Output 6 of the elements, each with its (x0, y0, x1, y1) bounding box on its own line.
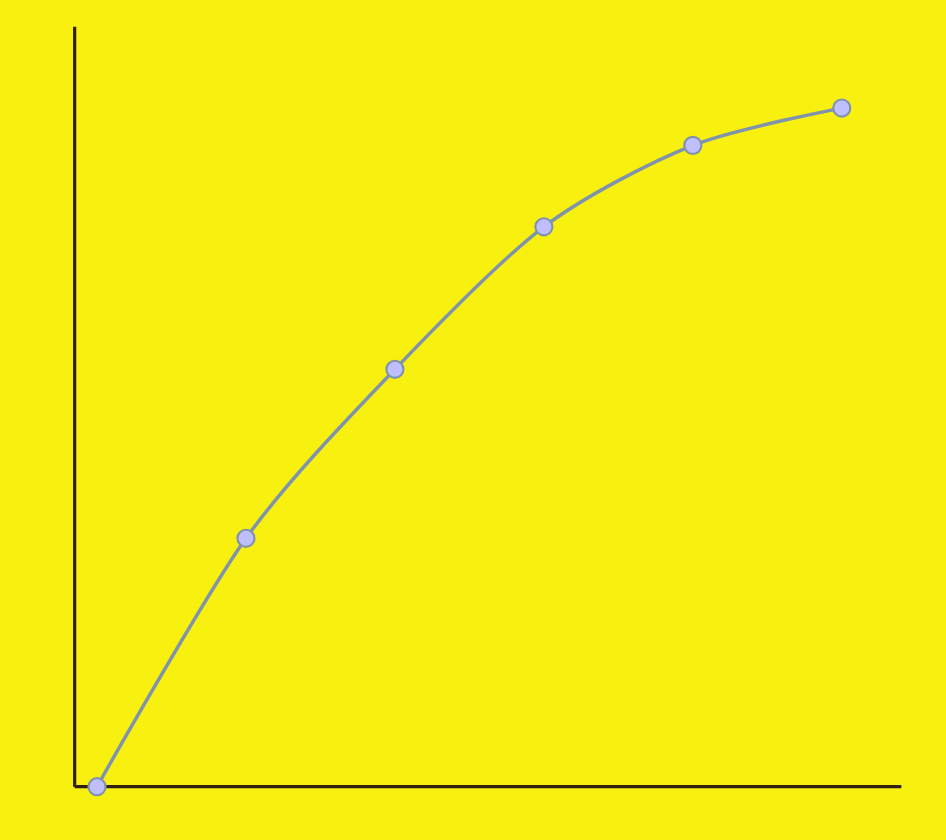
point (87, 777, 107, 797)
point (385, 359, 405, 379)
point (832, 98, 852, 118)
point (534, 217, 554, 237)
point (683, 135, 703, 155)
point (236, 528, 256, 548)
